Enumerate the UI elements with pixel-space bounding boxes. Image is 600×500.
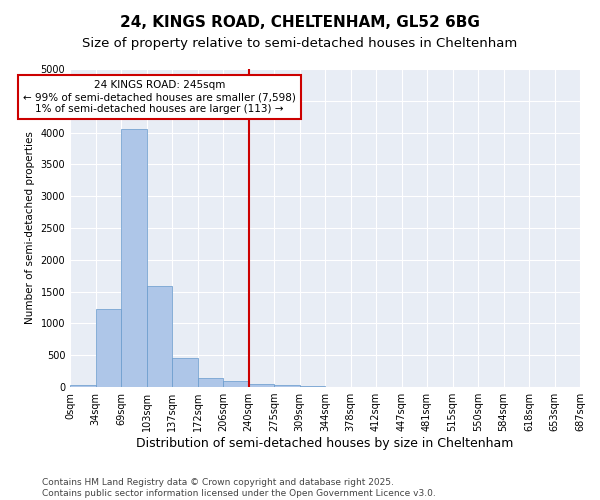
Bar bbox=[248, 384, 274, 387]
Bar bbox=[172, 358, 197, 387]
Bar bbox=[223, 380, 248, 387]
Bar bbox=[70, 385, 95, 387]
Text: Size of property relative to semi-detached houses in Cheltenham: Size of property relative to semi-detach… bbox=[82, 38, 518, 51]
Bar bbox=[197, 378, 223, 387]
X-axis label: Distribution of semi-detached houses by size in Cheltenham: Distribution of semi-detached houses by … bbox=[136, 437, 514, 450]
Bar bbox=[146, 286, 172, 387]
Bar bbox=[121, 130, 146, 387]
Text: 24, KINGS ROAD, CHELTENHAM, GL52 6BG: 24, KINGS ROAD, CHELTENHAM, GL52 6BG bbox=[120, 15, 480, 30]
Y-axis label: Number of semi-detached properties: Number of semi-detached properties bbox=[25, 132, 35, 324]
Text: Contains HM Land Registry data © Crown copyright and database right 2025.
Contai: Contains HM Land Registry data © Crown c… bbox=[42, 478, 436, 498]
Bar bbox=[274, 384, 299, 387]
Bar bbox=[299, 386, 325, 387]
Text: 24 KINGS ROAD: 245sqm
← 99% of semi-detached houses are smaller (7,598)
1% of se: 24 KINGS ROAD: 245sqm ← 99% of semi-deta… bbox=[23, 80, 296, 114]
Bar bbox=[95, 309, 121, 387]
